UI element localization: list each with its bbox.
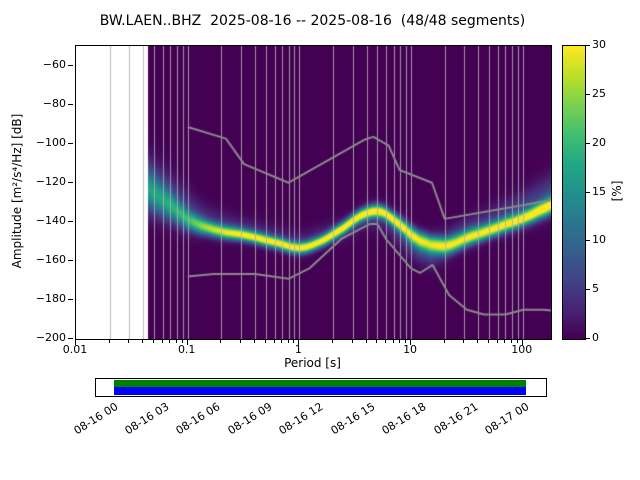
colorbar-label: [%]	[610, 180, 624, 202]
y-tick-label: −160	[35, 252, 66, 266]
x-minor-tick-mark	[108, 340, 110, 343]
x-minor-tick-mark	[365, 340, 367, 343]
x-tick-mark	[75, 340, 76, 345]
timeline-tick-label: 08-17 00	[482, 400, 532, 438]
colorbar-tick-label: 10	[592, 233, 606, 247]
colorbar-tick-mark	[586, 142, 590, 144]
timeline-tick-label: 08-16 15	[328, 400, 378, 438]
x-minor-tick-mark	[169, 340, 171, 343]
y-tick-mark	[68, 259, 73, 261]
x-minor-tick-mark	[504, 340, 506, 343]
y-axis-label: Amplitude [m²/s⁴/Hz] [dB]	[10, 113, 24, 269]
x-tick-label: 10	[403, 343, 418, 356]
colorbar-tick-mark	[586, 338, 590, 339]
x-minor-tick-mark	[376, 340, 378, 343]
x-tick-label: 1	[294, 343, 302, 356]
ppsd-heatmap-canvas	[76, 46, 551, 339]
colorbar-tick-label: 15	[592, 184, 606, 198]
x-tick-mark	[298, 340, 300, 345]
x-minor-tick-mark	[287, 340, 289, 343]
x-minor-tick-mark	[142, 340, 144, 343]
x-minor-tick-mark	[281, 340, 283, 343]
colorbar-tick-label: 5	[592, 282, 599, 296]
x-minor-tick-mark	[510, 340, 512, 343]
x-minor-tick-mark	[153, 340, 155, 343]
x-minor-tick-mark	[253, 340, 255, 343]
timeline-coverage-segment	[114, 380, 526, 387]
x-tick-label: 0.01	[62, 343, 88, 356]
colorbar-canvas	[563, 46, 585, 339]
x-minor-tick-mark	[220, 340, 222, 343]
y-tick-label: −140	[35, 213, 66, 227]
x-minor-tick-mark	[332, 340, 333, 343]
colorbar-tick-mark	[586, 191, 590, 193]
y-tick-label: −80	[42, 96, 66, 110]
x-axis-label: Period [s]	[284, 356, 341, 370]
x-minor-tick-mark	[385, 340, 387, 343]
x-minor-tick-mark	[181, 340, 183, 343]
x-minor-tick-mark	[175, 340, 177, 343]
y-tick-label: −180	[35, 291, 66, 305]
y-tick-label: −100	[35, 135, 66, 149]
y-tick-mark	[68, 64, 73, 66]
colorbar-tick-label: 0	[592, 331, 599, 344]
y-tick-mark	[68, 298, 73, 300]
y-tick-mark	[68, 181, 73, 183]
colorbar-tick-label: 20	[592, 135, 606, 149]
x-minor-tick-mark	[443, 340, 445, 343]
colorbar-tick-label: 25	[592, 86, 606, 100]
x-minor-tick-mark	[293, 340, 295, 343]
timeline-tick-label: 08-16 18	[379, 400, 429, 438]
x-tick-mark	[521, 340, 523, 345]
colorbar-tick-mark	[586, 93, 590, 95]
timeline-tick-label: 08-16 12	[276, 400, 326, 438]
y-tick-label: −120	[35, 174, 66, 188]
x-tick-label: 100	[511, 343, 533, 356]
timeline-tick-label: 08-16 00	[71, 400, 120, 438]
x-minor-tick-mark	[399, 340, 401, 343]
timeline-tick-label: 08-16 03	[122, 400, 172, 438]
y-tick-mark	[68, 103, 73, 105]
plot-area	[75, 45, 552, 340]
timeline-tick-label: 08-16 21	[431, 400, 481, 438]
x-tick-mark	[186, 340, 188, 345]
plot-title: BW.LAEN..BHZ 2025-08-16 -- 2025-08-16 (4…	[99, 13, 526, 29]
y-tick-mark	[68, 338, 73, 339]
x-minor-tick-mark	[161, 340, 163, 343]
x-minor-tick-mark	[273, 340, 275, 343]
colorbar-tick-label: 30	[592, 38, 606, 51]
timeline-tick-label: 08-16 06	[173, 400, 223, 438]
x-minor-tick-mark	[516, 340, 518, 343]
x-minor-tick-mark	[239, 340, 241, 343]
colorbar-tick-mark	[586, 240, 590, 242]
x-minor-tick-mark	[392, 340, 394, 343]
x-tick-label: 0.1	[177, 343, 196, 356]
x-minor-tick-mark	[463, 340, 465, 343]
timeline-bar	[95, 378, 547, 397]
x-minor-tick-mark	[351, 340, 353, 343]
colorbar-tick-mark	[586, 289, 590, 291]
y-tick-label: −60	[42, 57, 66, 71]
y-tick-label: −200	[35, 331, 66, 344]
x-minor-tick-mark	[488, 340, 490, 343]
x-minor-tick-mark	[128, 340, 130, 343]
colorbar-tick-mark	[586, 45, 590, 46]
timeline-tick-label: 08-16 09	[225, 400, 275, 438]
x-minor-tick-mark	[264, 340, 266, 343]
timeline-data-segment	[114, 387, 526, 395]
x-tick-mark	[410, 340, 412, 345]
x-minor-tick-mark	[477, 340, 479, 343]
x-minor-tick-mark	[404, 340, 406, 343]
colorbar	[562, 45, 586, 340]
x-minor-tick-mark	[496, 340, 498, 343]
y-tick-mark	[68, 220, 73, 222]
y-tick-mark	[68, 142, 73, 144]
